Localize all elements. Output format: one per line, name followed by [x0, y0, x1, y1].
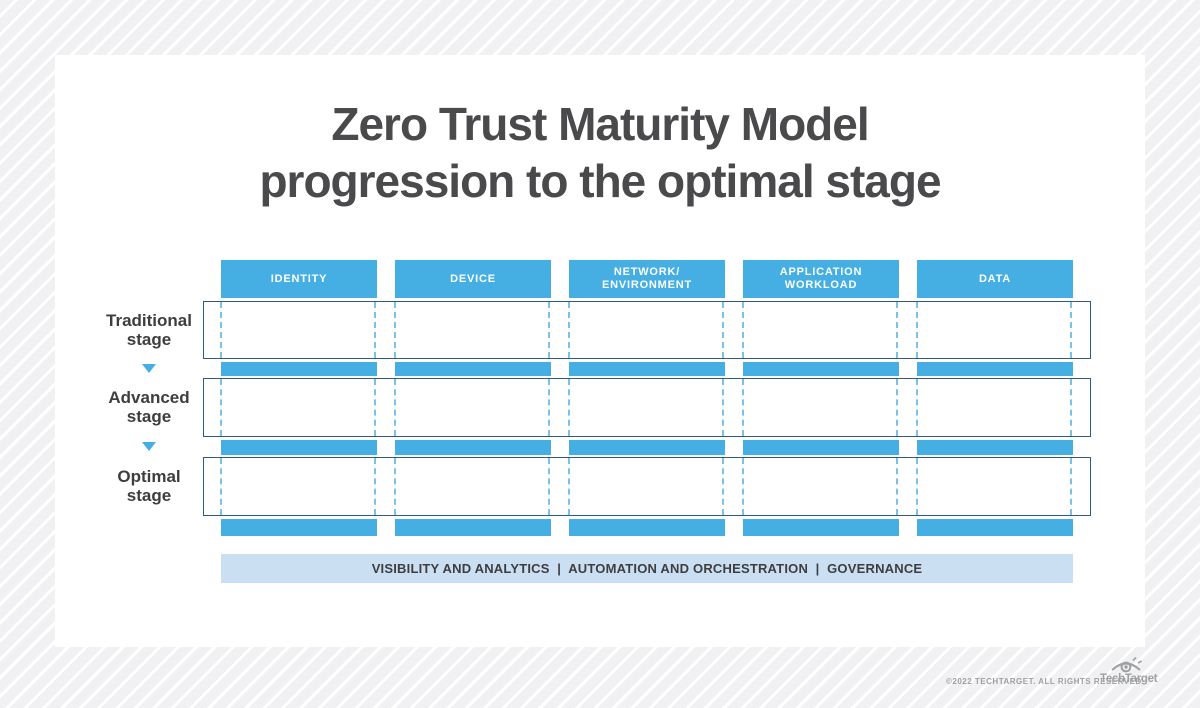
stage-row-optimal [203, 457, 1091, 516]
column-divider [742, 458, 898, 515]
stage-row-advanced [203, 378, 1091, 437]
column-divider [742, 379, 898, 436]
column-bar [221, 519, 377, 536]
column-bar [221, 362, 377, 376]
copyright-text: ©2022 TECHTARGET. ALL RIGHTS RESERVED [946, 677, 1142, 686]
stage-label-optimal: Optimal stage [117, 467, 181, 505]
column-header-device: DEVICE [395, 260, 551, 298]
column-bar [743, 519, 899, 536]
column-divider [568, 458, 724, 515]
techtarget-wordmark: TechTarget [1100, 673, 1158, 685]
column-divider [220, 458, 376, 515]
column-divider [568, 302, 724, 358]
down-arrow-icon [142, 442, 156, 451]
column-divider [394, 458, 550, 515]
column-bar [221, 440, 377, 455]
column-divider [742, 302, 898, 358]
stage-row-traditional [203, 301, 1091, 359]
column-bar [395, 519, 551, 536]
column-bar [917, 519, 1073, 536]
column-bar [569, 362, 725, 376]
cross-cutting-capabilities-bar: VISIBILITY AND ANALYTICS | AUTOMATION AN… [221, 554, 1073, 583]
column-bar [395, 362, 551, 376]
content-card: Zero Trust Maturity Model progression to… [55, 55, 1145, 647]
stage-label-traditional: Traditional stage [106, 311, 192, 349]
column-bar [395, 440, 551, 455]
techtarget-logo: TechTarget [1100, 656, 1158, 685]
column-header-data: DATA [917, 260, 1073, 298]
column-header-network-environment: NETWORK/ ENVIRONMENT [569, 260, 725, 298]
column-bar [743, 362, 899, 376]
down-arrow-icon [142, 364, 156, 373]
column-divider [394, 302, 550, 358]
page-title-line1: Zero Trust Maturity Model [331, 98, 869, 150]
column-bar [917, 362, 1073, 376]
column-header-identity: IDENTITY [221, 260, 377, 298]
column-divider [394, 379, 550, 436]
eye-icon [1111, 656, 1142, 673]
column-divider [916, 302, 1072, 358]
column-divider [220, 379, 376, 436]
column-bar [917, 440, 1073, 455]
column-divider [220, 302, 376, 358]
column-divider [916, 458, 1072, 515]
column-bar [569, 440, 725, 455]
column-divider [568, 379, 724, 436]
column-header-application-workload: APPLICATION WORKLOAD [743, 260, 899, 298]
column-divider [916, 379, 1072, 436]
column-bar [743, 440, 899, 455]
page-title-line2: progression to the optimal stage [259, 155, 941, 207]
page-title: Zero Trust Maturity Model progression to… [55, 96, 1145, 210]
stage-label-advanced: Advanced stage [108, 388, 190, 426]
column-bar [569, 519, 725, 536]
